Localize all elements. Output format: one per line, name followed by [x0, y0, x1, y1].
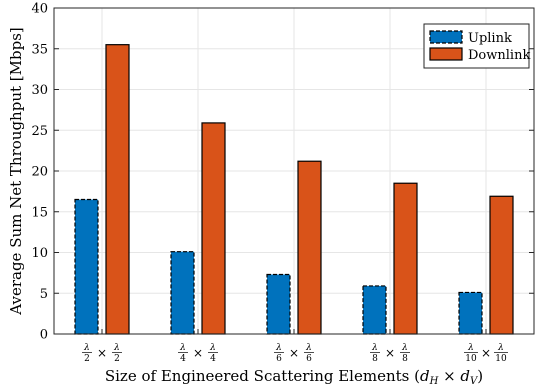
y-tick-label: 15: [31, 205, 48, 220]
x-axis-label-prefix: Size of Engineered Scattering Elements (: [105, 367, 420, 385]
x-tick-operator: ×: [385, 346, 395, 360]
bar-downlink-2: [297, 160, 322, 335]
x-tick-frac-num: λ: [467, 343, 474, 353]
bar-uplink-1: [170, 251, 195, 335]
y-tick-label: 35: [31, 42, 48, 57]
x-tick-frac-den: 8: [372, 354, 378, 364]
x-axis-label-suffix: ): [477, 367, 483, 385]
x-tick-frac-den: 2: [84, 354, 90, 364]
x-tick-frac-num: λ: [401, 343, 408, 353]
x-tick-frac-num: λ: [83, 343, 90, 353]
y-tick-label: 10: [31, 246, 48, 261]
x-tick-operator: ×: [481, 346, 491, 360]
x-tick-frac-den: 4: [180, 354, 186, 364]
x-axis-label-var2: d: [460, 367, 470, 385]
x-axis-label-var1: d: [420, 367, 430, 385]
legend-label-uplink: Uplink: [468, 31, 512, 46]
y-ticks: 0 5 10 15 20 25 30 35 40: [31, 2, 534, 343]
y-tick-label: 20: [31, 165, 48, 180]
x-tick-operator: ×: [97, 346, 107, 360]
x-tick-frac-num: λ: [179, 343, 186, 353]
x-tick-frac-num: λ: [113, 343, 120, 353]
x-tick-frac-num: λ: [305, 343, 312, 353]
y-tick-label: 25: [31, 124, 48, 139]
legend: Uplink Downlink: [423, 23, 530, 69]
legend-swatch-downlink: [429, 47, 463, 61]
x-axis-label-sub1: H: [429, 376, 439, 387]
bar-uplink-0: [74, 198, 99, 335]
grid-lines: [54, 7, 534, 335]
x-tick-frac-den: 8: [402, 354, 408, 364]
bar-downlink-0: [105, 44, 130, 335]
y-tick-label: 5: [40, 287, 48, 302]
x-tick-operator: ×: [289, 346, 299, 360]
bar-uplink-3: [362, 285, 387, 335]
bar-downlink-1: [201, 122, 226, 335]
x-tick-frac-num: λ: [275, 343, 282, 353]
x-tick-frac-num: λ: [371, 343, 378, 353]
y-tick-label: 30: [31, 83, 48, 98]
legend-swatch-uplink: [429, 30, 463, 44]
x-tick-frac-den: 2: [114, 354, 120, 364]
x-tick-operator: ×: [193, 346, 203, 360]
bar-uplink-2: [266, 273, 291, 335]
y-tick-label: 40: [31, 2, 48, 17]
x-axis-label: Size of Engineered Scattering Elements (…: [105, 367, 483, 387]
x-tick-frac-num: λ: [497, 343, 504, 353]
bars: [74, 44, 514, 335]
bar-downlink-3: [393, 182, 418, 335]
legend-label-downlink: Downlink: [468, 48, 530, 63]
x-tick-frac-den: 4: [210, 354, 216, 364]
bar-downlink-4: [489, 195, 514, 335]
y-axis-label: Average Sum Net Throughput [Mbps]: [7, 27, 25, 315]
x-tick-frac-den: 6: [276, 354, 282, 364]
x-tick-frac-den: 6: [306, 354, 312, 364]
y-tick-label: 0: [40, 328, 48, 343]
x-tick-frac-den: 10: [495, 354, 507, 364]
bar-uplink-4: [458, 291, 483, 335]
x-tick-frac-num: λ: [209, 343, 216, 353]
x-tick-frac-den: 10: [465, 354, 477, 364]
x-axis-label-sub2: V: [470, 376, 479, 387]
x-axis-label-op: ×: [438, 367, 460, 385]
